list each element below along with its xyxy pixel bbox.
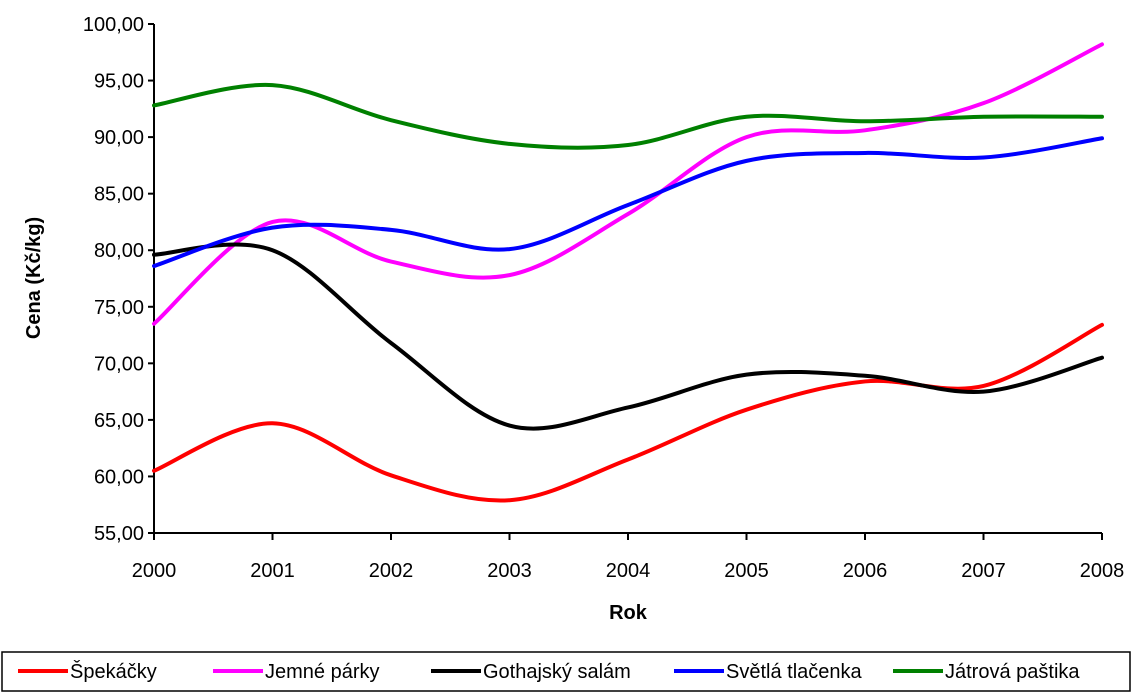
x-tick-label: 2002 (369, 560, 414, 582)
x-tick-label: 2000 (132, 560, 177, 582)
y-tick-label: 90,00 (94, 127, 144, 149)
plot-area (153, 24, 1102, 534)
series-line-2 (152, 242, 1104, 431)
y-tick-label: 95,00 (94, 71, 144, 93)
x-tick-label: 2003 (487, 560, 532, 582)
legend-label: Světlá tlačenka (726, 661, 863, 683)
x-tick-label: 2006 (843, 560, 888, 582)
legend: Špekáčky Jemné párky Gothajský salám Světlá… (1, 651, 1131, 692)
x-tick-label: 2007 (961, 560, 1006, 582)
y-tick-label: 80,00 (94, 240, 144, 262)
legend-label: Špekáčky (70, 660, 157, 683)
y-tick-label: 70,00 (94, 353, 144, 375)
y-tick-label: 65,00 (94, 410, 144, 432)
series-lines (152, 42, 1104, 503)
series-line-0 (152, 322, 1104, 503)
series-line-3 (152, 136, 1104, 269)
y-axis-title: Cena (Kč/kg) (23, 217, 45, 339)
series-line-4 (152, 82, 1104, 150)
y-tick-label: 60,00 (94, 466, 144, 488)
y-axis-ticks: 55,00 60,00 65,00 70,00 75,00 80,00 85,00 90,00… (83, 14, 154, 545)
y-tick-label: 85,00 (94, 184, 144, 206)
x-tick-label: 2001 (250, 560, 295, 582)
legend-label: Jemné párky (265, 661, 380, 683)
x-tick-label: 2008 (1080, 560, 1125, 582)
y-tick-label: 75,00 (94, 297, 144, 319)
y-tick-label: 100,00 (83, 14, 144, 36)
x-axis-ticks: 2000 2001 2002 2003 2004 2005 2006 2007 2008 (132, 533, 1125, 582)
legend-label: Gothajský salám (483, 661, 631, 683)
x-tick-label: 2005 (724, 560, 769, 582)
legend-label: Játrová paštika (945, 661, 1080, 683)
y-tick-label: 55,00 (94, 523, 144, 545)
x-axis-title: Rok (609, 602, 648, 624)
series-line-1 (152, 42, 1104, 326)
x-tick-label: 2004 (606, 560, 651, 582)
